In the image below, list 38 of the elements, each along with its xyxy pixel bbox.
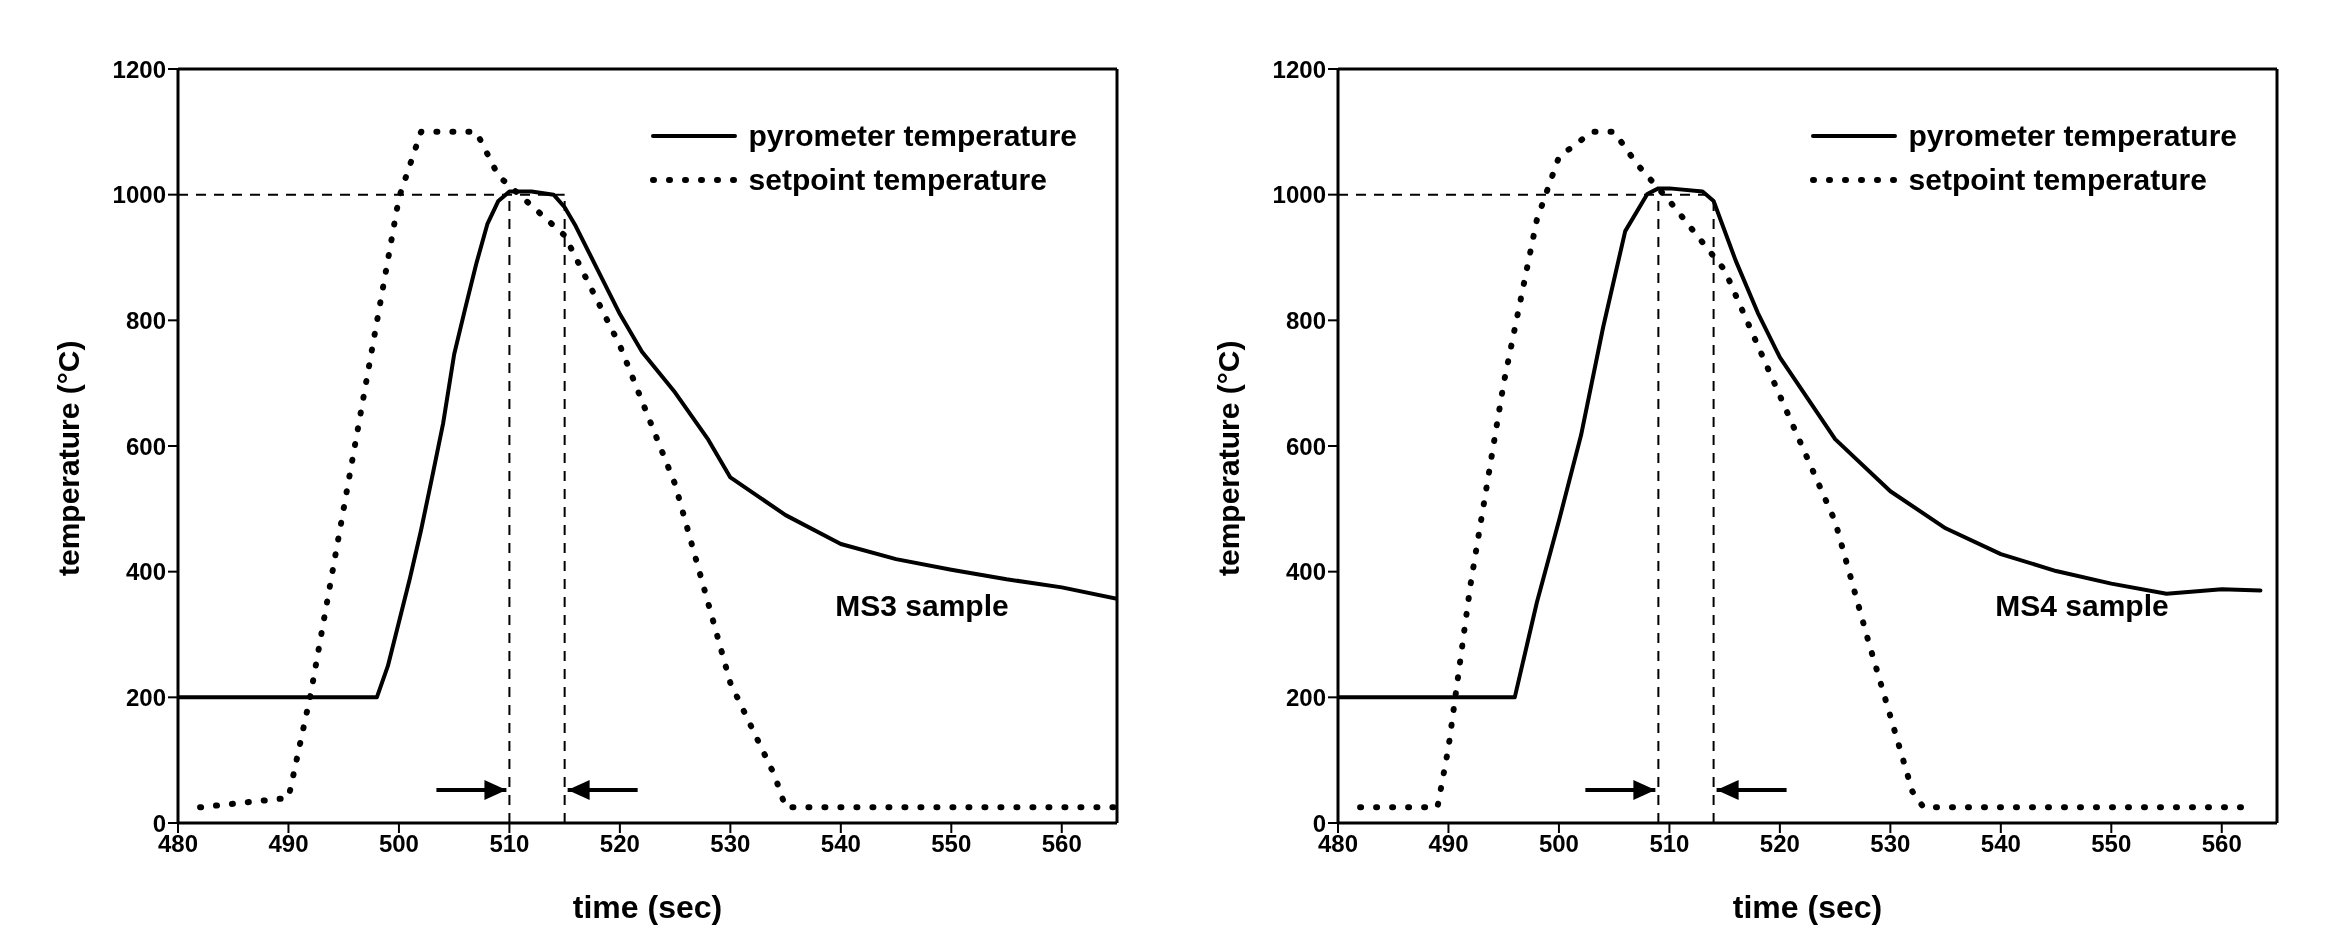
x-tick-label: 530 (1870, 830, 1911, 858)
y-tick-label: 1200 (1272, 55, 1326, 83)
x-tick-label: 520 (599, 830, 640, 858)
x-tick-label: 490 (268, 830, 309, 858)
x-tick-label: 540 (1980, 830, 2021, 858)
x-tick-label: 530 (710, 830, 751, 858)
y-tick-label: 800 (1285, 306, 1326, 334)
annotation: MS3 sample (835, 589, 1009, 624)
y-axis-title: temperature (°C) (51, 340, 85, 576)
x-tick-label: 500 (1538, 830, 1579, 858)
y-tick-label: 1000 (1272, 181, 1326, 209)
y-tick-label: 200 (1285, 683, 1326, 711)
annotation: MS4 sample (1995, 589, 2169, 624)
x-tick-label: 510 (489, 830, 530, 858)
x-tick-label: 510 (1649, 830, 1690, 858)
x-tick-label: 550 (931, 830, 972, 858)
x-tick-label: 560 (2201, 830, 2242, 858)
y-tick-label: 400 (125, 558, 166, 586)
y-axis-title: temperature (°C) (1211, 340, 1245, 576)
y-tick-label: 800 (125, 306, 166, 334)
x-tick-label: 520 (1759, 830, 1800, 858)
x-tick-label: 540 (820, 830, 861, 858)
x-tick-label: 490 (1428, 830, 1469, 858)
y-tick-label: 600 (125, 432, 166, 460)
x-axis-title: time (sec) (572, 889, 723, 925)
y-tick-label: 1000 (112, 181, 166, 209)
x-axis-title: time (sec) (1732, 889, 1883, 925)
x-tick-label: 560 (1041, 830, 1082, 858)
legend-label: pyrometer temperature (748, 119, 1077, 153)
legend-label: setpoint temperature (748, 163, 1047, 197)
y-tick-label: 600 (1285, 432, 1326, 460)
y-tick-label: 1200 (112, 55, 166, 83)
x-tick-label: 550 (2091, 830, 2132, 858)
legend-label: pyrometer temperature (1908, 119, 2237, 153)
legend-label: setpoint temperature (1908, 163, 2207, 197)
y-tick-label: 400 (1285, 558, 1326, 586)
y-tick-label: 200 (125, 683, 166, 711)
x-tick-label: 500 (378, 830, 419, 858)
